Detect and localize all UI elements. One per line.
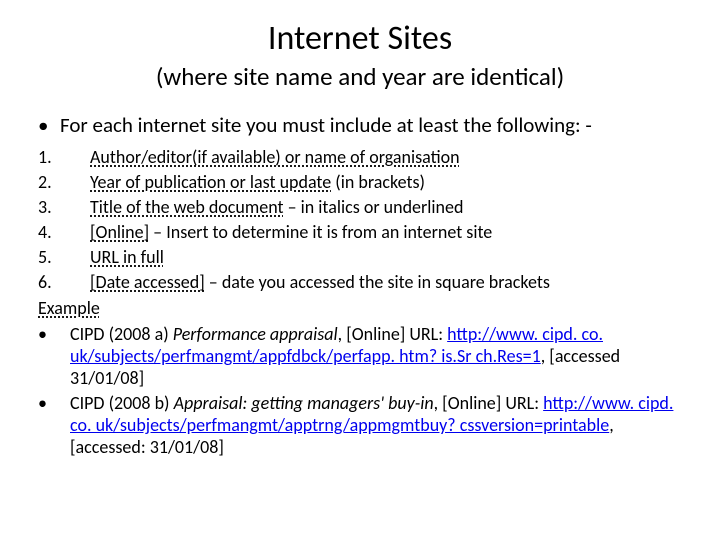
- example-mid: , [Online] URL:: [434, 392, 544, 414]
- list-item: 2. Year of publication or last update (i…: [38, 171, 690, 193]
- list-text: [Date accessed] – date you accessed the …: [90, 271, 550, 293]
- list-number: 4.: [38, 221, 90, 243]
- list-item: 3. Title of the web document – in italic…: [38, 196, 690, 218]
- example-bullet-icon: •: [38, 323, 70, 389]
- list-number: 1.: [38, 146, 90, 168]
- example-bullet-icon: •: [38, 392, 70, 458]
- example-item: • CIPD (2008 a) Performance appraisal, […: [38, 323, 690, 389]
- list-rest: (in brackets): [331, 171, 425, 193]
- list-item: 6. [Date accessed] – date you accessed t…: [38, 271, 690, 293]
- example-italic: Performance appraisal: [173, 323, 338, 345]
- example-heading: Example: [38, 297, 690, 319]
- example-content: CIPD (2008 b) Appraisal: getting manager…: [70, 392, 690, 458]
- list-underlined: URL in full: [90, 246, 164, 268]
- slide-title: Internet Sites: [30, 18, 690, 59]
- intro-bullet-icon: •: [38, 112, 60, 138]
- list-number: 6.: [38, 271, 90, 293]
- list-rest: – date you accessed the site in square b…: [205, 271, 550, 293]
- intro-text: For each internet site you must include …: [60, 112, 592, 138]
- requirements-list: 1. Author/editor(if available) or name o…: [30, 146, 690, 293]
- list-text: Author/editor(if available) or name of o…: [90, 146, 460, 168]
- list-underlined: Year of publication or last update: [90, 171, 331, 193]
- list-item: 1. Author/editor(if available) or name o…: [38, 146, 690, 168]
- list-rest: – Insert to determine it is from an inte…: [149, 221, 492, 243]
- list-item: 4. [Online] – Insert to determine it is …: [38, 221, 690, 243]
- list-rest: – in italics or underlined: [284, 196, 464, 218]
- list-text: URL in full: [90, 246, 164, 268]
- list-item: 5. URL in full: [38, 246, 690, 268]
- example-italic: Appraisal: getting managers' buy-in: [174, 392, 434, 414]
- list-number: 5.: [38, 246, 90, 268]
- slide-container: Internet Sites (where site name and year…: [0, 0, 720, 540]
- list-text: [Online] – Insert to determine it is fro…: [90, 221, 492, 243]
- list-underlined: [Online]: [90, 221, 149, 243]
- list-number: 2.: [38, 171, 90, 193]
- slide-subtitle: (where site name and year are identical): [30, 61, 690, 92]
- examples-list: • CIPD (2008 a) Performance appraisal, […: [30, 323, 690, 458]
- example-pre: CIPD (2008 a): [70, 323, 173, 345]
- list-underlined: Author/editor(if available) or name of o…: [90, 146, 460, 168]
- list-underlined: [Date accessed]: [90, 271, 205, 293]
- example-pre: CIPD (2008 b): [70, 392, 174, 414]
- intro-line: •For each internet site you must include…: [30, 112, 690, 138]
- example-content: CIPD (2008 a) Performance appraisal, [On…: [70, 323, 690, 389]
- example-mid: , [Online] URL:: [338, 323, 448, 345]
- list-number: 3.: [38, 196, 90, 218]
- list-text: Year of publication or last update (in b…: [90, 171, 425, 193]
- list-underlined: Title of the web document: [90, 196, 284, 218]
- example-item: • CIPD (2008 b) Appraisal: getting manag…: [38, 392, 690, 458]
- list-text: Title of the web document – in italics o…: [90, 196, 463, 218]
